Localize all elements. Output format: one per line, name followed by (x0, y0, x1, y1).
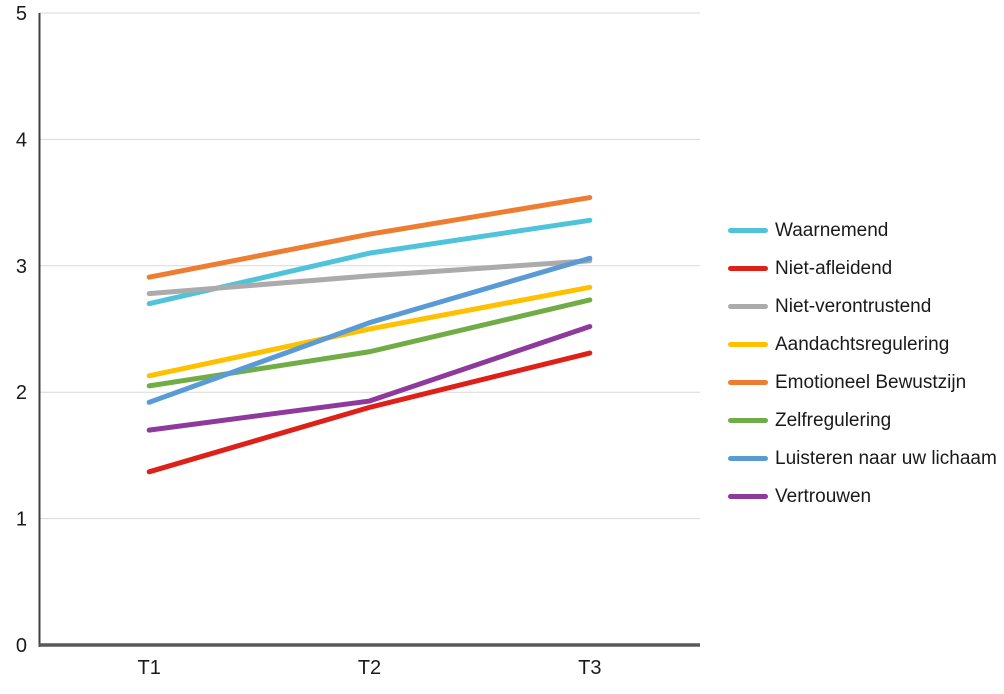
y-tick-label: 2 (16, 382, 27, 404)
legend-label: Zelfregulering (775, 409, 892, 431)
legend-item: Luisteren naar uw lichaam (728, 439, 997, 477)
legend-item: Niet-verontrustend (728, 288, 997, 326)
y-tick-label: 0 (16, 635, 27, 657)
series-line-6 (146, 255, 593, 405)
legend-item: Waarnemend (728, 212, 997, 250)
series-line-5 (146, 297, 593, 389)
legend-label: Waarnemend (775, 220, 889, 242)
legend-swatch-icon (728, 342, 768, 348)
legend-label: Emotioneel Bewustzijn (775, 372, 967, 393)
legend-swatch-icon (728, 304, 768, 310)
legend-swatch-icon (728, 228, 768, 234)
series-line-4 (146, 195, 593, 280)
x-category-label: T3 (578, 657, 601, 679)
series-line-1 (146, 350, 593, 475)
legend-label: Vertrouwen (775, 485, 872, 507)
legend-label: Aandachtsregulering (775, 334, 950, 356)
x-category-label: T2 (358, 657, 381, 679)
series-line-3 (146, 284, 593, 379)
x-category-label: T1 (137, 657, 160, 679)
legend-swatch-icon (728, 493, 768, 499)
legend-label: Niet-afleidend (775, 258, 893, 280)
legend-item: Aandachtsregulering (728, 326, 997, 364)
legend-item: Niet-afleidend (728, 250, 997, 288)
series-line-2 (146, 258, 593, 297)
legend-item: Vertrouwen (728, 477, 997, 515)
y-tick-label: 3 (16, 256, 27, 278)
y-tick-label: 4 (16, 129, 27, 151)
legend-item: Emotioneel Bewustzijn (728, 364, 997, 402)
legend-label: Luisteren naar uw lichaam (775, 447, 997, 469)
legend-swatch-icon (728, 266, 768, 272)
legend: Waarnemend Niet-afleidend Niet-verontruste… (728, 212, 997, 515)
series-line-7 (146, 323, 593, 433)
legend-swatch-icon (728, 455, 768, 461)
legend-swatch-icon (728, 417, 768, 423)
legend-item: Zelfregulering (728, 401, 997, 439)
y-tick-label: 5 (16, 3, 27, 25)
legend-label: Niet-verontrustend (775, 296, 932, 318)
legend-swatch-icon (728, 380, 768, 385)
y-tick-label: 1 (16, 509, 27, 531)
